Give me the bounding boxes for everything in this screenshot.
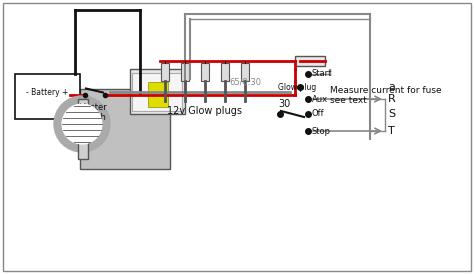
Text: Stop: Stop <box>312 127 331 136</box>
Text: T: T <box>388 126 395 136</box>
Circle shape <box>54 96 110 152</box>
Bar <box>181 63 189 81</box>
Text: a: a <box>388 82 395 92</box>
Bar <box>80 89 170 169</box>
Text: Master
switch: Master switch <box>79 102 108 122</box>
Bar <box>132 73 182 111</box>
Bar <box>130 69 185 114</box>
Text: Off: Off <box>312 110 325 118</box>
Bar <box>295 56 325 66</box>
Text: 12v Glow plugs: 12v Glow plugs <box>167 106 243 116</box>
Text: Measure current for fuse
see text: Measure current for fuse see text <box>330 86 442 105</box>
Text: Glow plug: Glow plug <box>278 82 316 92</box>
Bar <box>148 82 168 107</box>
Text: 30: 30 <box>278 99 290 109</box>
Bar <box>241 63 249 81</box>
Bar <box>15 74 80 119</box>
Bar <box>201 63 209 81</box>
Text: Aux: Aux <box>312 95 328 104</box>
Text: R: R <box>388 94 396 104</box>
Bar <box>221 63 229 81</box>
Circle shape <box>62 104 102 144</box>
Bar <box>161 63 169 81</box>
Text: - Battery +: - Battery + <box>27 88 69 97</box>
Text: Start: Start <box>312 70 332 78</box>
Bar <box>78 99 88 159</box>
Text: S: S <box>388 109 395 119</box>
Text: 65/0.30: 65/0.30 <box>229 78 261 87</box>
